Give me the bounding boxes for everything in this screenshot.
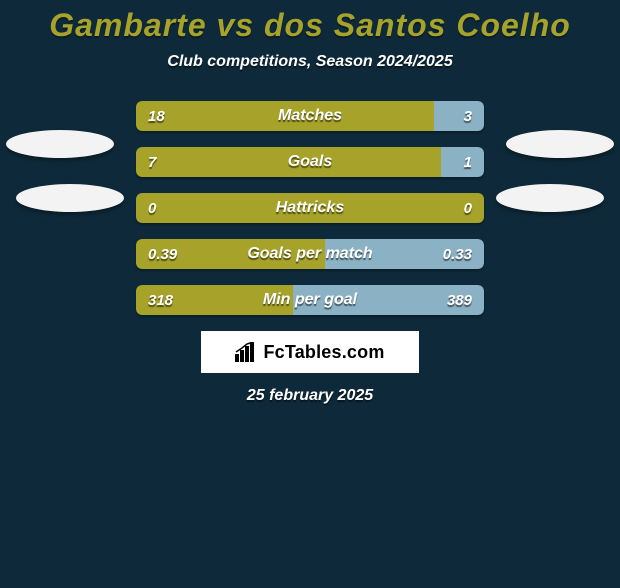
- logo-box: FcTables.com: [201, 331, 419, 373]
- stat-bar-right: [293, 285, 484, 315]
- player-avatar: [496, 184, 604, 212]
- stat-row: Min per goal318389: [136, 285, 484, 315]
- stat-row: Hattricks00: [136, 193, 484, 223]
- page-title: Gambarte vs dos Santos Coelho: [0, 8, 620, 43]
- chart-icon: [235, 342, 257, 362]
- stat-bar-right: [325, 239, 485, 269]
- stat-row: Goals per match0.390.33: [136, 239, 484, 269]
- stat-bar-left: [136, 101, 434, 131]
- player-avatar: [6, 130, 114, 158]
- stat-bar-left: [136, 285, 293, 315]
- comparison-bars: Matches183 Goals71 Hattricks00 Goals per ma…: [136, 101, 484, 315]
- logo-text: FcTables.com: [263, 342, 384, 363]
- stat-bar-left: [136, 239, 325, 269]
- date-text: 25 february 2025: [0, 387, 620, 405]
- stat-bar-right: [441, 147, 485, 177]
- subtitle: Club competitions, Season 2024/2025: [0, 53, 620, 71]
- player-avatar: [506, 130, 614, 158]
- stat-bar-left: [136, 147, 441, 177]
- stat-row: Matches183: [136, 101, 484, 131]
- stat-bar-left: [136, 193, 484, 223]
- stat-bar-right: [434, 101, 484, 131]
- stat-row: Goals71: [136, 147, 484, 177]
- player-avatar: [16, 184, 124, 212]
